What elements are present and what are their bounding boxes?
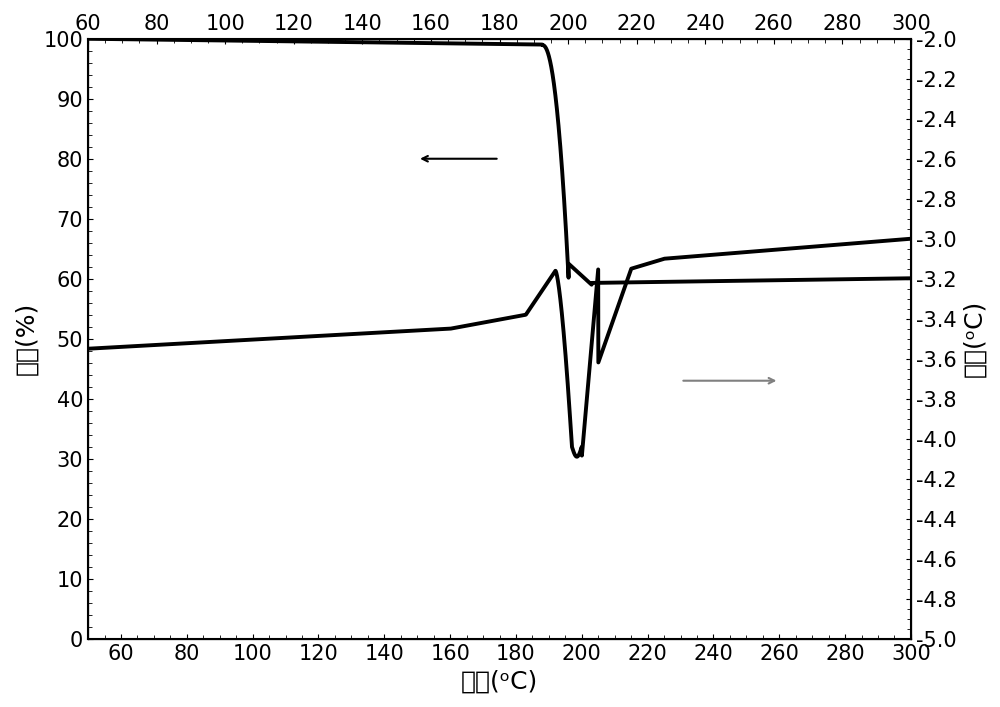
X-axis label: 温度(ᵒC): 温度(ᵒC): [461, 669, 538, 693]
Y-axis label: 重量(%): 重量(%): [14, 302, 38, 375]
Y-axis label: 温差(ᵒC): 温差(ᵒC): [962, 300, 986, 378]
